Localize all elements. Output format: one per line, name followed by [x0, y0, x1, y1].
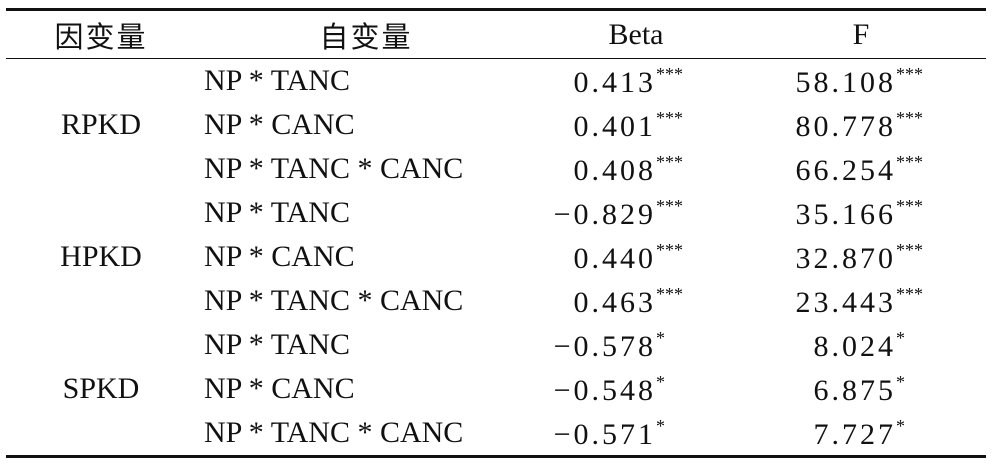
f-cell: 23.443***	[736, 279, 986, 323]
value: 0.401	[573, 109, 656, 143]
table-row: SPKD NP * TANC −0.578* 8.024*	[6, 323, 986, 404]
significance: *	[896, 327, 905, 348]
significance: ***	[656, 151, 683, 172]
significance: ***	[896, 151, 923, 172]
value: 7.727	[813, 417, 896, 451]
significance: ***	[896, 239, 923, 260]
f-cell: 35.166***	[736, 191, 986, 235]
f-cell: 80.778***	[736, 103, 986, 147]
beta-cell: 0.440***	[536, 235, 736, 279]
beta-cell: −0.578*	[536, 323, 736, 367]
dependent-cell: SPKD	[62, 372, 140, 405]
beta-cell: 0.463***	[536, 279, 736, 323]
value: −0.829	[553, 197, 656, 231]
independent-cell: NP * CANC	[204, 372, 355, 405]
dependent-cell: RPKD	[60, 108, 142, 141]
header-cell: Beta	[536, 9, 736, 59]
independent-cell: NP * CANC	[204, 108, 355, 141]
table-row: NP * CANC 0.440*** 32.870***	[6, 235, 986, 279]
independent-cell: NP * TANC * CANC	[204, 416, 464, 449]
significance: *	[656, 415, 665, 436]
table-row: RPKD NP * TANC 0.413*** 58.108***	[6, 59, 986, 140]
significance: ***	[896, 195, 923, 216]
header-cell: F	[736, 9, 986, 59]
significance: ***	[656, 107, 683, 128]
significance: ***	[656, 63, 683, 84]
f-cell: 66.254***	[736, 147, 986, 191]
value: 8.024	[813, 329, 896, 363]
value: 80.778	[795, 109, 896, 143]
significance: ***	[896, 283, 923, 304]
value: 0.408	[573, 153, 656, 187]
value: −0.571	[553, 417, 656, 451]
beta-cell: 0.413***	[536, 59, 736, 104]
f-cell: 32.870***	[736, 235, 986, 279]
header-cell: 自变量	[196, 9, 536, 59]
significance: ***	[656, 195, 683, 216]
beta-cell: 0.401***	[536, 103, 736, 147]
f-cell: 8.024*	[736, 323, 986, 367]
independent-cell: NP * TANC * CANC	[204, 284, 464, 317]
value: −0.578	[553, 329, 656, 363]
value: 58.108	[795, 65, 896, 99]
value: 0.440	[573, 241, 656, 275]
beta-cell: −0.571*	[536, 411, 736, 457]
table-row: NP * TANC * CANC −0.571* 7.727*	[6, 411, 986, 457]
beta-cell: −0.829***	[536, 191, 736, 235]
table-row: NP * TANC * CANC 0.408*** 66.254***	[6, 147, 986, 191]
table-row: HPKD NP * TANC −0.829*** 35.166***	[6, 191, 986, 272]
significance: ***	[656, 283, 683, 304]
beta-cell: 0.408***	[536, 147, 736, 191]
value: 32.870	[795, 241, 896, 275]
dependent-cell: HPKD	[60, 240, 142, 273]
f-cell: 6.875*	[736, 367, 986, 411]
header-row: 因变量 自变量 Beta F	[6, 9, 986, 59]
independent-cell: NP * TANC	[204, 328, 350, 361]
table-row: NP * CANC −0.548* 6.875*	[6, 367, 986, 411]
value: 0.413	[573, 65, 656, 99]
value: 6.875	[813, 373, 896, 407]
value: 23.443	[795, 285, 896, 319]
significance: ***	[656, 239, 683, 260]
significance: *	[656, 327, 665, 348]
significance: *	[896, 415, 905, 436]
value: 66.254	[795, 153, 896, 187]
independent-cell: NP * CANC	[204, 240, 355, 273]
table-row: NP * CANC 0.401*** 80.778***	[6, 103, 986, 147]
significance: *	[656, 371, 665, 392]
results-table: 因变量 自变量 Beta F RPKD NP * TANC 0.413*** 58.1…	[6, 8, 986, 458]
beta-cell: −0.548*	[536, 367, 736, 411]
table-row: NP * TANC * CANC 0.463*** 23.443***	[6, 279, 986, 323]
significance: ***	[896, 107, 923, 128]
value: 35.166	[795, 197, 896, 231]
independent-cell: NP * TANC	[204, 196, 350, 229]
f-cell: 58.108***	[736, 59, 986, 104]
significance: *	[896, 371, 905, 392]
independent-cell: NP * TANC	[204, 64, 350, 97]
significance: ***	[896, 63, 923, 84]
value: −0.548	[553, 373, 656, 407]
value: 0.463	[573, 285, 656, 319]
independent-cell: NP * TANC * CANC	[204, 152, 464, 185]
f-cell: 7.727*	[736, 411, 986, 457]
table-body: RPKD NP * TANC 0.413*** 58.108*** NP * CANC 0…	[6, 59, 986, 457]
header-cell: 因变量	[6, 9, 196, 59]
